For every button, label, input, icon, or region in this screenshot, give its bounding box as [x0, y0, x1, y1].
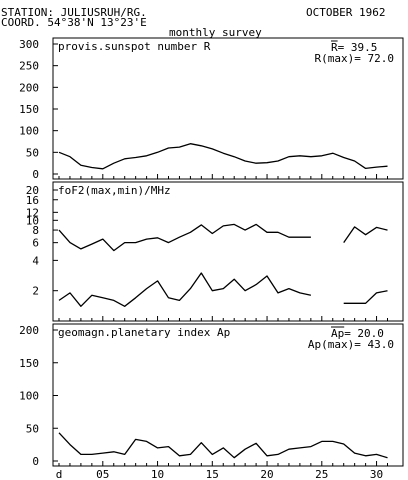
- station-label: STATION: JULIUSRUH/RG.: [1, 6, 147, 19]
- panel-2-title: foF2(max,min)/MHz: [58, 184, 171, 197]
- panel-1-ytick-label: 0: [32, 168, 39, 181]
- panel-1-ytick-label: 50: [26, 146, 39, 159]
- panel-2-ytick-label: 6: [32, 237, 39, 250]
- panel-2-ytick-label: 16: [26, 194, 39, 207]
- panel-1-mean-symbol: R: [331, 41, 338, 54]
- panel-1-mean-value: = 39.5: [338, 41, 378, 54]
- panel-3-ytick-label: 50: [26, 422, 39, 435]
- panel-1-title: provis.sunspot number R: [58, 40, 211, 53]
- panel-2-series-2-line: [58, 272, 388, 307]
- panel-2-ytick-label: 10: [26, 214, 39, 227]
- x-axis-tick-label: 15: [206, 468, 219, 480]
- panel-1-ytick-label: 300: [19, 38, 39, 51]
- panel-1-ytick-label: 150: [19, 103, 39, 116]
- panel-3-ytick-label: 100: [19, 390, 39, 403]
- panel-2-frame: [52, 181, 404, 322]
- survey-subtitle: monthly survey: [169, 26, 262, 39]
- panel-1-ytick-label: 200: [19, 81, 39, 94]
- panel-3-title: geomagn.planetary index Ap: [58, 326, 230, 339]
- panel-1-series-1-line: [58, 143, 388, 170]
- panel-2-ytick-label: 12: [26, 206, 39, 219]
- panel-2-ytick-label: 20: [26, 184, 39, 197]
- x-axis-tick-label: 25: [315, 468, 328, 480]
- panel-1-ytick-label: 100: [19, 125, 39, 138]
- coordinates-label: COORD. 54°38'N 13°23'E: [1, 16, 147, 29]
- panel-3-mean-symbol: Ap: [331, 327, 344, 340]
- panel-3-ytick-label: 0: [32, 455, 39, 468]
- panel-3-mean-value: = 20.0: [344, 327, 384, 340]
- panel-2-ytick-label: 4: [32, 254, 39, 267]
- date-label: OCTOBER 1962: [306, 6, 386, 19]
- x-axis-tick-label: 05: [96, 468, 109, 480]
- panel-1-ytick-label: 250: [19, 60, 39, 73]
- panel-1-max-value: R(max)= 72.0: [315, 52, 394, 65]
- panel-2-ytick-label: 8: [32, 224, 39, 237]
- panel-2-series-1-line: [58, 223, 388, 252]
- x-axis-tick-label: d: [56, 468, 63, 480]
- panel-3-ytick-label: 200: [19, 324, 39, 337]
- x-axis-tick-label: 30: [370, 468, 383, 480]
- panel-2-ytick-label: 2: [32, 285, 39, 298]
- x-axis-tick-label: 10: [151, 468, 164, 480]
- panel-3-series-1-line: [58, 432, 388, 459]
- panel-3-max-value: Ap(max)= 43.0: [308, 338, 394, 351]
- panel-3-ytick-label: 150: [19, 357, 39, 370]
- x-axis-tick-label: 20: [260, 468, 273, 480]
